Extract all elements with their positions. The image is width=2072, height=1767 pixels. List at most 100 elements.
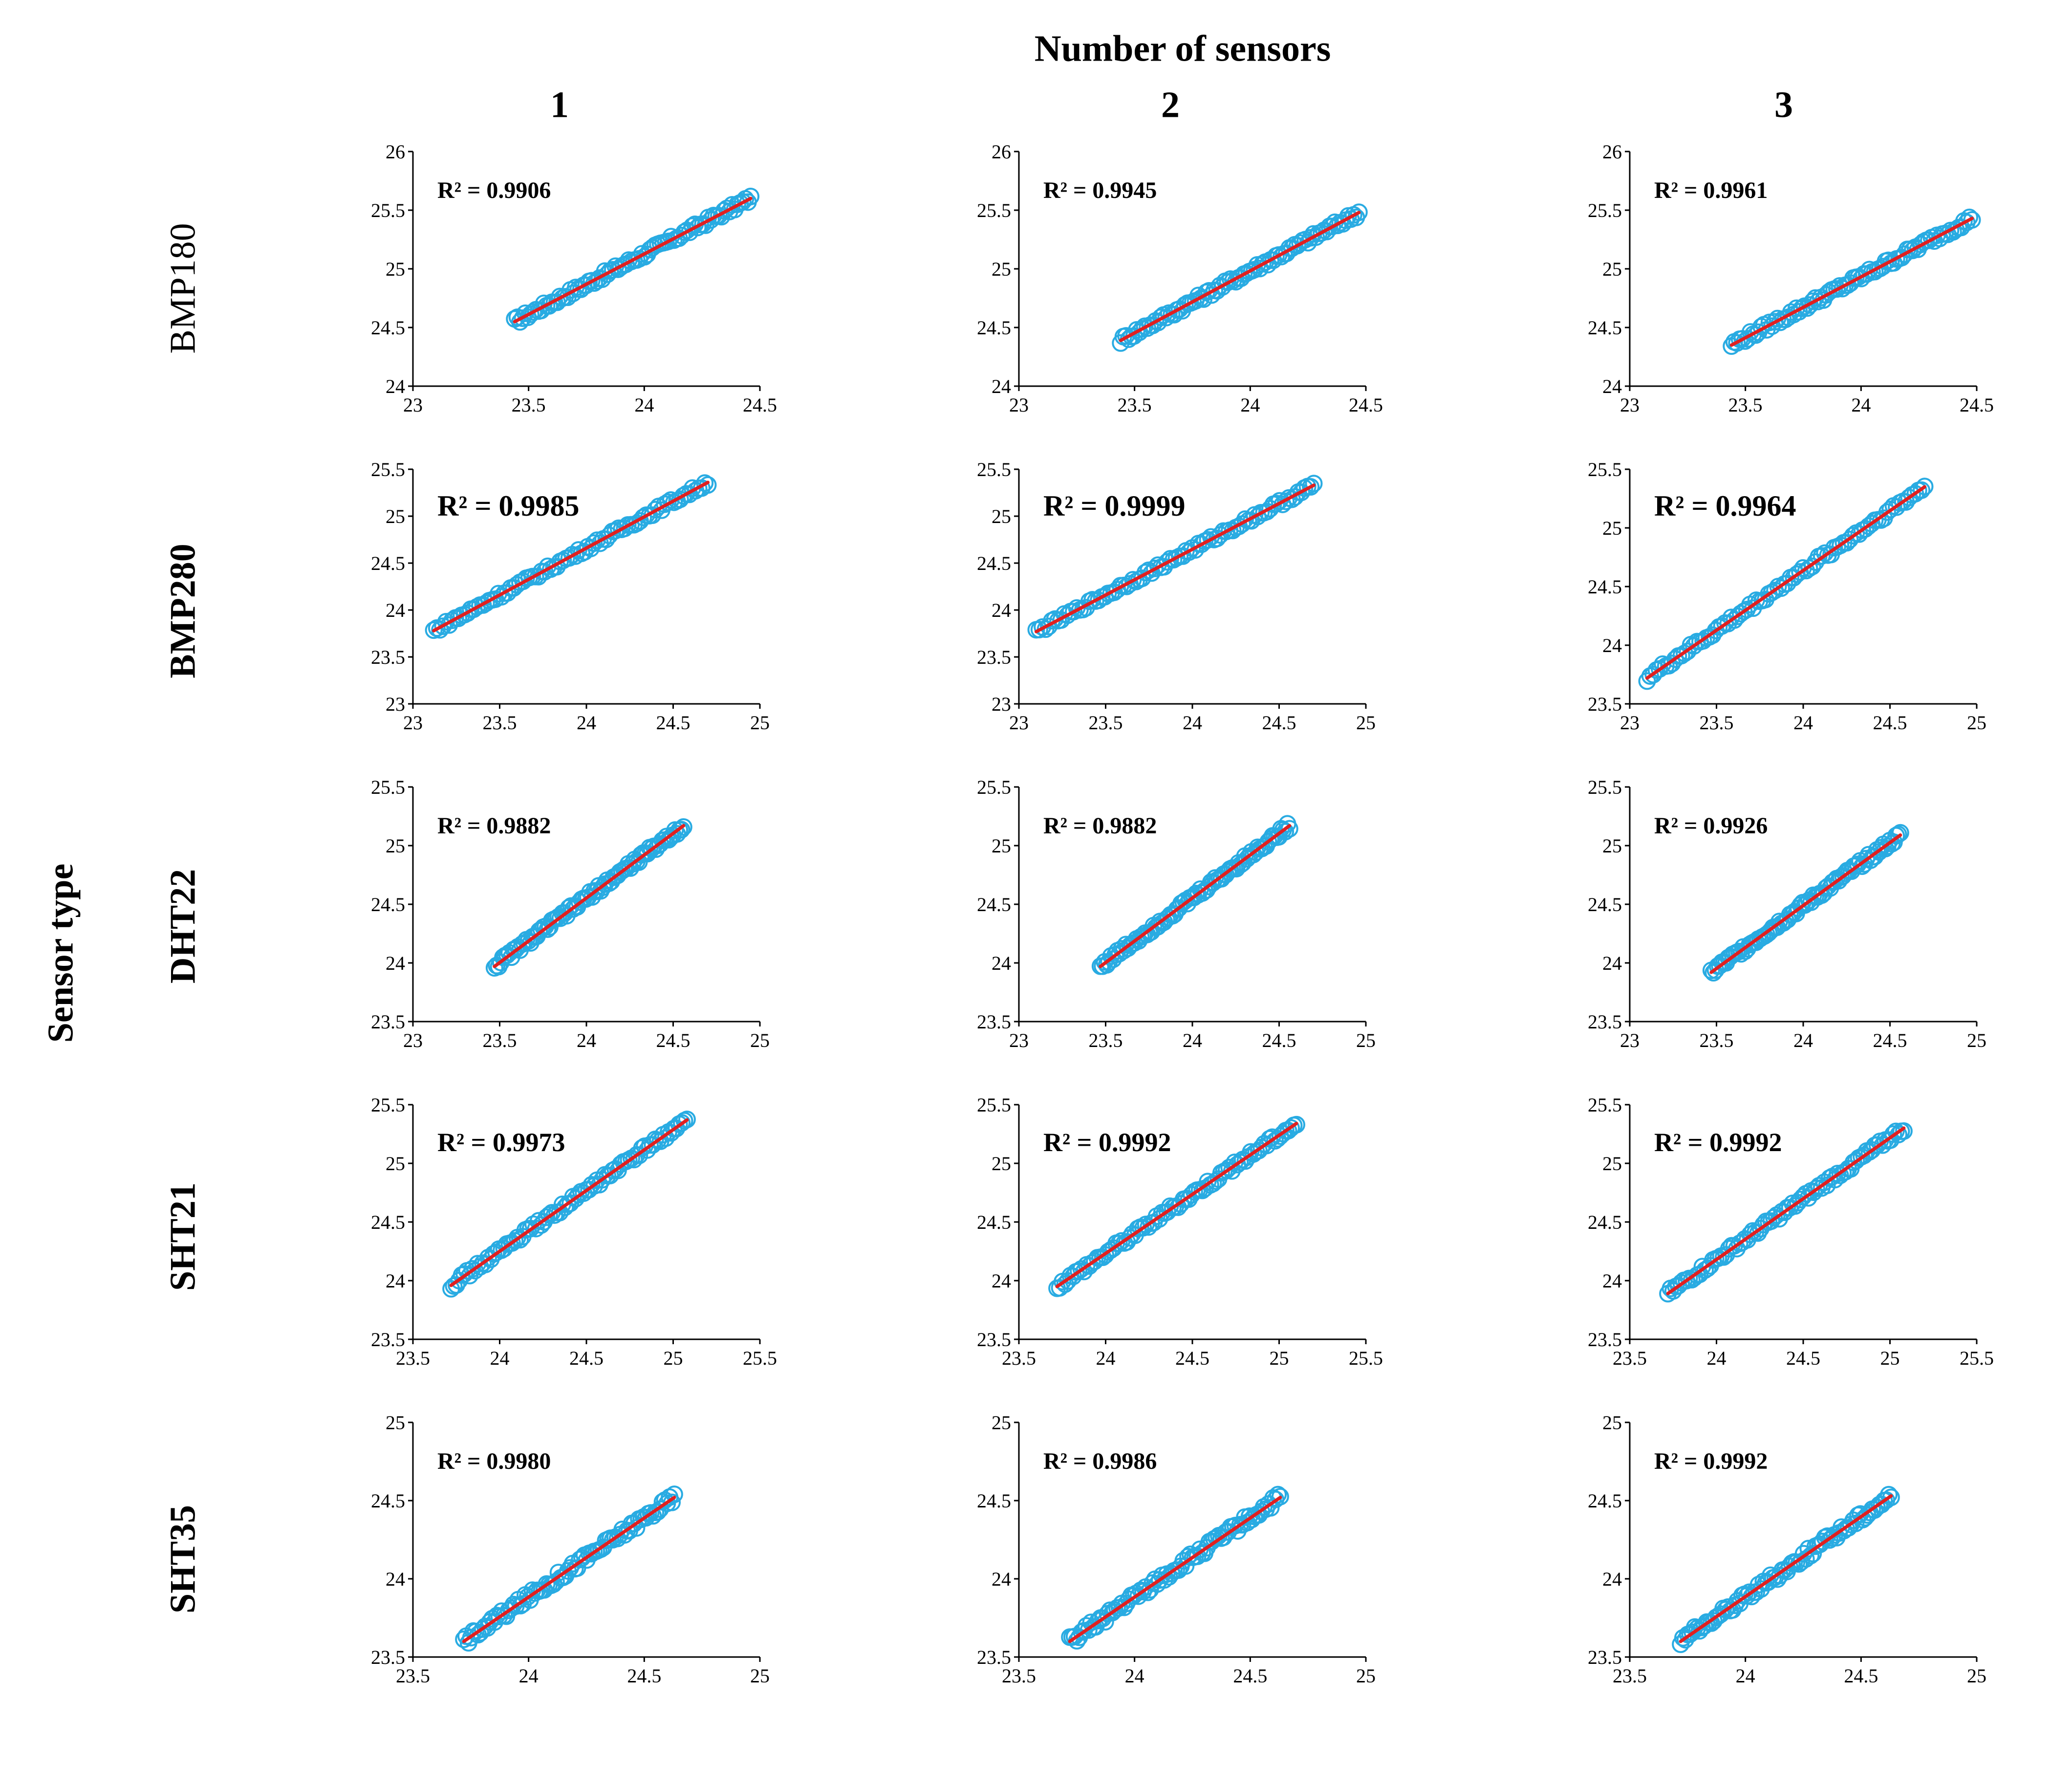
y-tick-label: 24 bbox=[992, 1270, 1011, 1292]
y-tick-label: 25.5 bbox=[1588, 776, 1622, 798]
r-squared-label: R² = 0.9973 bbox=[437, 1128, 565, 1157]
x-tick-label: 25 bbox=[1356, 1665, 1376, 1687]
r-squared-label: R² = 0.9992 bbox=[1043, 1128, 1171, 1157]
y-tick-label: 26 bbox=[386, 141, 405, 163]
y-tick-label: 24 bbox=[386, 375, 405, 397]
r-squared-label: R² = 0.9992 bbox=[1654, 1128, 1782, 1157]
y-tick-label: 23.5 bbox=[371, 1329, 405, 1351]
x-tick-label: 25 bbox=[1967, 712, 1986, 734]
x-tick-label: 23.5 bbox=[1089, 1029, 1123, 1051]
data-point bbox=[1803, 557, 1821, 575]
data-point bbox=[1913, 481, 1931, 499]
data-point bbox=[1259, 832, 1277, 851]
x-tick-label: 23.5 bbox=[1700, 1029, 1734, 1051]
data-point bbox=[1110, 1234, 1128, 1252]
x-tick-label: 24.5 bbox=[1262, 712, 1296, 734]
x-tick-label: 23 bbox=[1620, 394, 1640, 416]
y-tick-label: 25.5 bbox=[977, 458, 1011, 480]
regression-line bbox=[1709, 833, 1902, 974]
data-point bbox=[1961, 208, 1979, 226]
r-squared-label: R² = 0.9926 bbox=[1654, 813, 1768, 839]
x-tick-label: 24.5 bbox=[1844, 1665, 1878, 1687]
data-point bbox=[674, 818, 692, 836]
data-point bbox=[1763, 584, 1781, 602]
data-point bbox=[1834, 867, 1852, 885]
data-point bbox=[1888, 498, 1906, 516]
data-point bbox=[1117, 327, 1135, 345]
x-tick-label: 24 bbox=[1240, 394, 1260, 416]
x-tick-label: 23 bbox=[1009, 712, 1029, 734]
data-point bbox=[504, 1595, 522, 1614]
data-point bbox=[1220, 1158, 1238, 1177]
data-point bbox=[583, 272, 601, 290]
y-tick-label: 25 bbox=[1602, 835, 1622, 857]
x-tick-label: 23 bbox=[403, 1029, 423, 1051]
data-point bbox=[1644, 666, 1662, 684]
data-point bbox=[1121, 936, 1139, 954]
x-tick-label: 24.5 bbox=[656, 1029, 691, 1051]
x-tick-label: 24 bbox=[1793, 1029, 1813, 1051]
data-point bbox=[577, 276, 595, 294]
data-point bbox=[1152, 308, 1170, 327]
data-point bbox=[1271, 1487, 1289, 1505]
x-tick-label: 23.5 bbox=[396, 1665, 430, 1687]
data-point bbox=[585, 534, 603, 552]
y-tick-label: 24.5 bbox=[977, 552, 1011, 574]
x-tick-label: 24.5 bbox=[1873, 1029, 1907, 1051]
data-point bbox=[1292, 483, 1310, 502]
x-tick-label: 24 bbox=[1707, 1347, 1727, 1369]
data-point bbox=[1269, 1485, 1287, 1504]
data-point bbox=[434, 617, 452, 635]
y-tick-label: 24 bbox=[992, 375, 1011, 397]
data-point bbox=[1199, 531, 1217, 549]
x-tick-label: 23.5 bbox=[1002, 1347, 1036, 1369]
y-tick-label: 25.5 bbox=[977, 776, 1011, 798]
y-tick-label: 25 bbox=[992, 835, 1011, 857]
r-squared-label: R² = 0.9985 bbox=[437, 490, 580, 522]
regression-line bbox=[1729, 217, 1974, 347]
x-tick-label: 24 bbox=[1183, 1029, 1202, 1051]
x-tick-label: 23 bbox=[403, 712, 423, 734]
x-tick-label: 24 bbox=[1736, 1665, 1755, 1687]
scatter-panel-bmp280-2: 23 23.5 24 24.5 25 23 23.5 24 24.5 25 25.5 R² = 0.9… bbox=[977, 458, 1376, 734]
y-tick-label: 24.5 bbox=[1588, 894, 1622, 916]
scatter-panel-sht35-1: 23.5 24 24.5 25 23.5 24 24.5 25 R² = 0.9980 bbox=[371, 1412, 770, 1687]
x-tick-label: 23 bbox=[403, 394, 423, 416]
y-tick-label: 25 bbox=[992, 1412, 1011, 1434]
y-tick-label: 25 bbox=[992, 258, 1011, 280]
data-point bbox=[1880, 1485, 1898, 1504]
y-tick-label: 23 bbox=[386, 693, 405, 715]
x-tick-label: 25 bbox=[1356, 1029, 1376, 1051]
row-axis-title: Sensor type bbox=[41, 863, 81, 1043]
y-tick-label: 23.5 bbox=[977, 646, 1011, 668]
data-point bbox=[659, 493, 677, 511]
scatter-panel-sht35-2: 23.5 24 24.5 25 23.5 24 24.5 25 R² = 0.9986 bbox=[977, 1412, 1376, 1687]
x-tick-label: 24.5 bbox=[1960, 394, 1994, 416]
y-tick-label: 25 bbox=[1602, 517, 1622, 539]
y-tick-label: 23.5 bbox=[1588, 1646, 1622, 1668]
y-tick-label: 24.5 bbox=[1588, 317, 1622, 339]
r-squared-label: R² = 0.9961 bbox=[1654, 177, 1768, 203]
data-point bbox=[1791, 1191, 1810, 1209]
r-squared-label: R² = 0.9964 bbox=[1654, 490, 1796, 522]
x-tick-label: 24 bbox=[1183, 712, 1202, 734]
x-tick-label: 24.5 bbox=[1233, 1665, 1267, 1687]
data-point bbox=[1030, 620, 1048, 638]
x-tick-label: 24.5 bbox=[1873, 712, 1907, 734]
data-point bbox=[1350, 203, 1368, 221]
y-tick-label: 23.5 bbox=[1588, 693, 1622, 715]
x-tick-label: 23 bbox=[1620, 712, 1640, 734]
y-tick-label: 24.5 bbox=[371, 317, 405, 339]
data-point bbox=[1887, 1122, 1905, 1140]
regression-line bbox=[1068, 1496, 1282, 1643]
data-point bbox=[539, 920, 557, 938]
x-tick-label: 23.5 bbox=[1728, 394, 1763, 416]
r-squared-label: R² = 0.9986 bbox=[1043, 1448, 1157, 1474]
data-point bbox=[1813, 547, 1831, 565]
data-point bbox=[1193, 884, 1211, 902]
data-point bbox=[532, 920, 550, 938]
scatter-panel-bmp180-2: 23 23.5 24 24.5 24 24.5 25 25.5 26 R² = 0.9945 bbox=[977, 141, 1383, 416]
scatter-panel-bmp180-1: 23 23.5 24 24.5 24 24.5 25 25.5 26 R² = 0.9906 bbox=[371, 141, 777, 416]
